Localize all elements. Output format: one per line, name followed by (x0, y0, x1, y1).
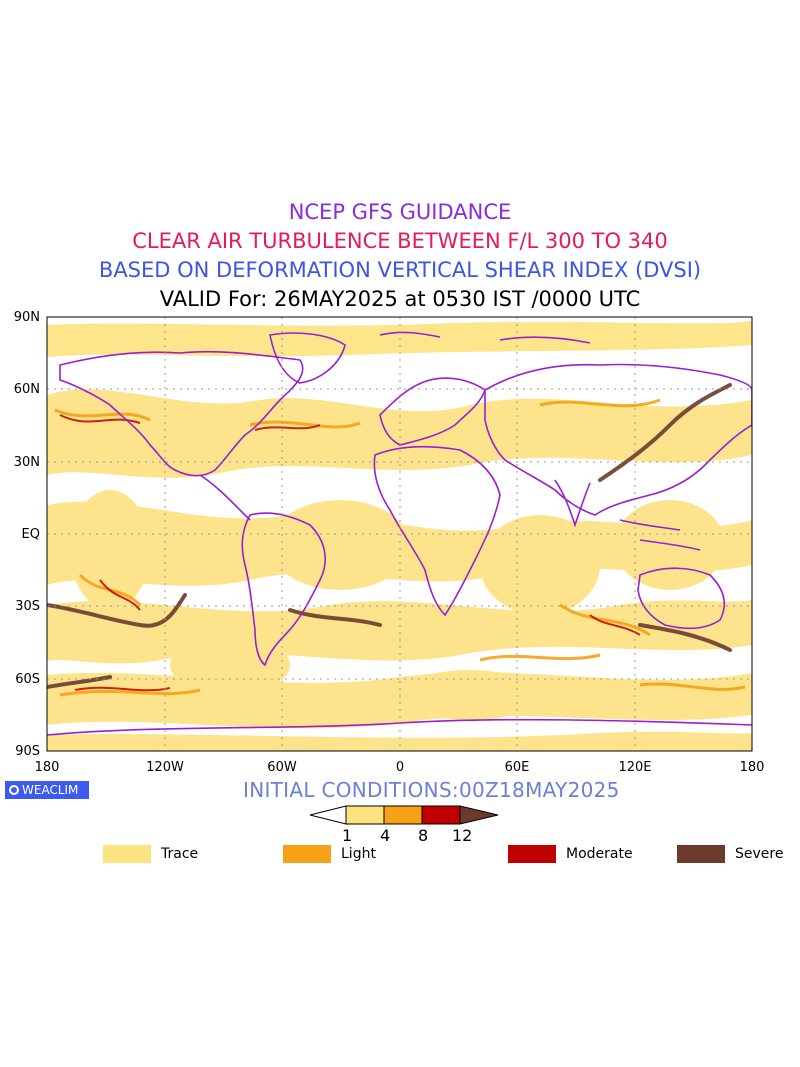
lat-label: 30N (14, 455, 40, 470)
world-map: 90N 60N 30N EQ 30S 60S 90S 180 120W 60W … (14, 310, 765, 775)
coastlines (47, 331, 752, 736)
lat-label: 60N (14, 382, 40, 397)
title-product: NCEP GFS GUIDANCE (288, 200, 512, 224)
lon-label: 180 (740, 760, 765, 775)
legend-light: Light (283, 844, 376, 864)
lon-label: 0 (396, 760, 404, 775)
title-parameter: CLEAR AIR TURBULENCE BETWEEN F/L 300 TO … (132, 229, 668, 253)
severe-areas (47, 383, 732, 689)
lat-label: 90S (15, 744, 40, 759)
colorbar-trace (345, 805, 385, 825)
title-method: BASED ON DEFORMATION VERTICAL SHEAR INDE… (98, 258, 702, 282)
lon-label: 60E (505, 760, 530, 775)
colorbar-tick: 12 (452, 826, 473, 845)
lon-label: 60W (267, 760, 297, 775)
legend-label: Light (341, 846, 376, 862)
colorbar-moderate (421, 805, 461, 825)
colorbar-tick: 4 (380, 826, 391, 845)
title-valid-time: VALID For: 26MAY2025 at 0530 IST /0000 U… (159, 287, 641, 311)
legend-label: Moderate (566, 846, 633, 862)
legend-label: Severe (735, 846, 784, 862)
legend-label: Trace (161, 846, 199, 862)
light-areas (54, 398, 746, 697)
initial-conditions: INITIAL CONDITIONS:00Z18MAY2025 (243, 778, 620, 802)
lon-label: 180 (35, 760, 60, 775)
legend-swatch (283, 845, 331, 863)
weaclim-logo: WEACLIM (5, 781, 89, 799)
colorbar-low-arrow (309, 805, 347, 825)
colorbar-tick: 1 (342, 826, 353, 845)
colorbar-tick: 8 (418, 826, 429, 845)
legend-moderate: Moderate (508, 844, 633, 864)
legend-swatch (677, 845, 725, 863)
lat-label: 90N (14, 310, 40, 325)
legend-swatch (103, 845, 151, 863)
lat-label: 60S (15, 672, 40, 687)
colorbar (309, 805, 499, 825)
legend-swatch (508, 845, 556, 863)
colorbar-ticks: 1 4 8 12 (0, 826, 800, 846)
legend-severe: Severe (677, 844, 783, 864)
graticule (47, 317, 752, 751)
turbulence-field (47, 317, 752, 751)
latitude-axis: 90N 60N 30N EQ 30S 60S 90S (14, 310, 40, 759)
lon-label: 120E (618, 760, 651, 775)
legend-trace: Trace (103, 844, 198, 864)
map-panel: 90N 60N 30N EQ 30S 60S 90S 180 120W 60W … (0, 305, 800, 775)
logo-text: WEACLIM (22, 783, 79, 797)
lat-label: 30S (15, 599, 40, 614)
lat-label: EQ (22, 527, 40, 542)
map-frame (46, 316, 753, 752)
lon-label: 120W (146, 760, 184, 775)
colorbar-severe-arrow (459, 805, 499, 825)
colorbar-light (383, 805, 423, 825)
longitude-axis: 180 120W 60W 0 60E 120E 180 (35, 760, 765, 775)
circle-logo-icon (9, 785, 19, 795)
